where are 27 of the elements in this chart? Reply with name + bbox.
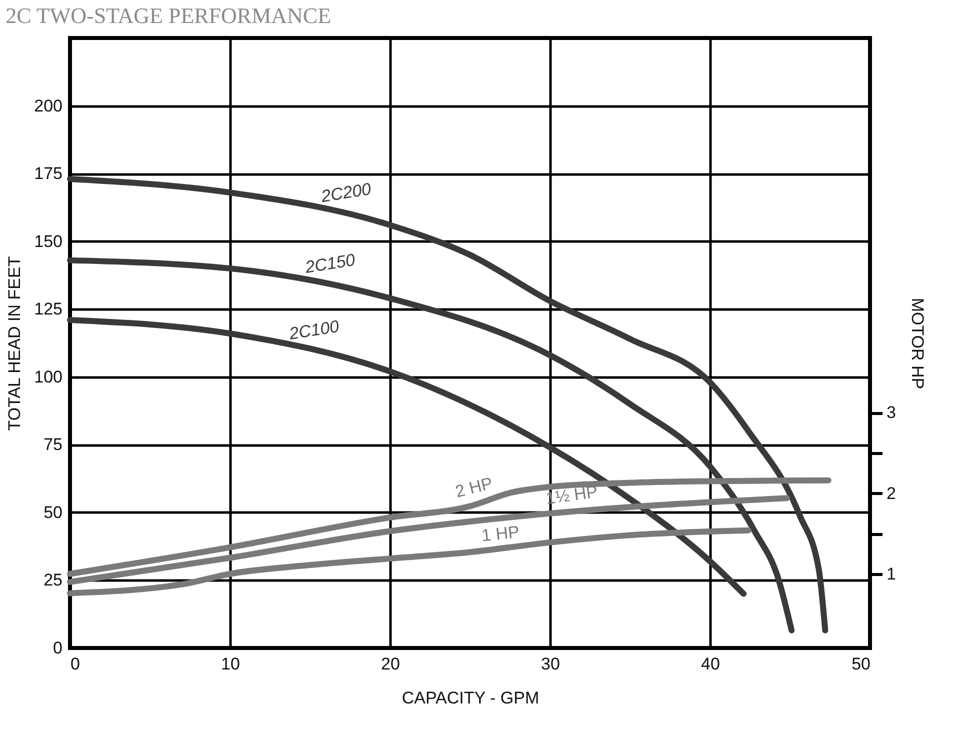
x-tick-label: 30 <box>541 654 560 674</box>
chart-title: 2C TWO-STAGE PERFORMANCE <box>6 3 332 28</box>
y2-tick-label: 1 <box>886 564 896 584</box>
y-tick-label: 75 <box>44 435 62 454</box>
x-tick-label: 20 <box>381 654 400 674</box>
text: 2C100 <box>286 316 341 344</box>
y-tick-label: 175 <box>34 164 62 184</box>
y-tick-label: 50 <box>44 502 62 522</box>
y-axis-title: TOTAL HEAD IN FEET <box>5 256 24 431</box>
text: 1 HP <box>480 522 520 546</box>
x-tick-label: 0 <box>70 654 80 674</box>
x-tick-label: 40 <box>701 654 720 674</box>
y2-axis-title: MOTOR HP <box>908 298 927 390</box>
y-tick-label: 100 <box>34 367 62 386</box>
y-tick-label: 150 <box>34 232 62 251</box>
y-tick-label: 0 <box>53 638 62 658</box>
text: 2C200 <box>318 179 373 206</box>
x-tick-label: 50 <box>852 654 870 674</box>
x-axis-title: CAPACITY - GPM <box>402 688 540 708</box>
y-tick-label: 200 <box>34 96 62 116</box>
y2-tick-label: 2 <box>886 484 896 503</box>
text: 2C150 <box>302 250 357 278</box>
y2-tick-label: 3 <box>886 403 896 422</box>
text: 2 HP <box>453 474 495 502</box>
x-tick-label: 10 <box>221 654 240 674</box>
y-tick-label: 125 <box>34 300 62 319</box>
y-tick-label: 25 <box>44 570 62 590</box>
